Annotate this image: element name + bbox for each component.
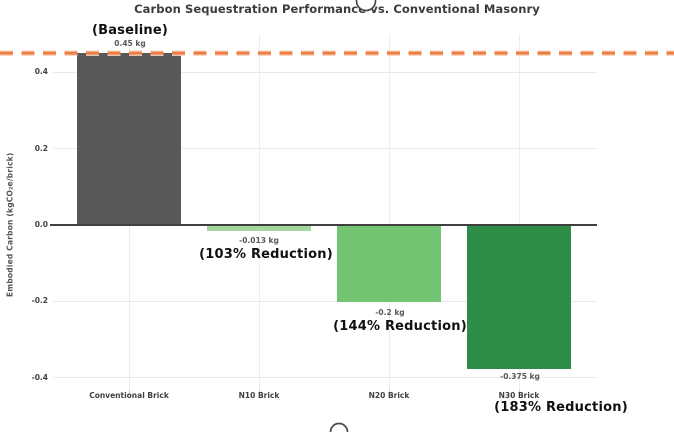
- annotation-n30-reduction: (183% Reduction): [494, 400, 628, 415]
- bar-conventional-brick: [77, 53, 181, 225]
- annotation-baseline: (Baseline): [91, 23, 169, 38]
- chart-title: Carbon Sequestration Performance vs. Con…: [134, 2, 540, 16]
- x-tick-label-n30-brick: N30 Brick: [498, 391, 540, 400]
- bar-value-label: -0.375 kg: [500, 372, 540, 381]
- y-tick-label: 0.0: [34, 220, 48, 229]
- y-tick-label: -0.2: [31, 296, 48, 306]
- y-tick-label: 0.2: [34, 143, 48, 153]
- x-tick-mark: [389, 390, 390, 395]
- zero-baseline-axis: [50, 224, 597, 226]
- bar-n20-brick: [337, 226, 441, 302]
- gridline-horizontal: [53, 377, 597, 378]
- y-tick-label: -0.4: [31, 372, 48, 382]
- x-tick-label-conventional-brick: Conventional Brick: [89, 391, 169, 400]
- annotation-n10-reduction: (103% Reduction): [199, 247, 333, 262]
- gridline-vertical: [389, 34, 390, 390]
- gridline-horizontal: [53, 72, 597, 73]
- bar-value-label: -0.013 kg: [239, 236, 279, 245]
- y-tick-label: 0.4: [34, 67, 48, 77]
- gridline-horizontal: [53, 148, 597, 149]
- bar-n10-brick: [207, 226, 311, 231]
- x-tick-mark: [129, 390, 130, 395]
- annotation-n20-reduction: (144% Reduction): [333, 319, 467, 334]
- gridline-horizontal: [53, 301, 597, 302]
- x-tick-label-n20-brick: N20 Brick: [368, 391, 410, 400]
- gridline-vertical: [519, 34, 520, 390]
- gridline-vertical: [259, 34, 260, 390]
- x-tick-mark: [519, 390, 520, 395]
- bar-value-label: 0.45 kg: [114, 39, 146, 48]
- x-tick-mark: [259, 390, 260, 395]
- bar-value-label: -0.2 kg: [375, 308, 405, 317]
- bar-n30-brick: [467, 226, 571, 369]
- x-tick-label-n10-brick: N10 Brick: [238, 391, 280, 400]
- selection-handle-bottom-icon[interactable]: [329, 422, 349, 432]
